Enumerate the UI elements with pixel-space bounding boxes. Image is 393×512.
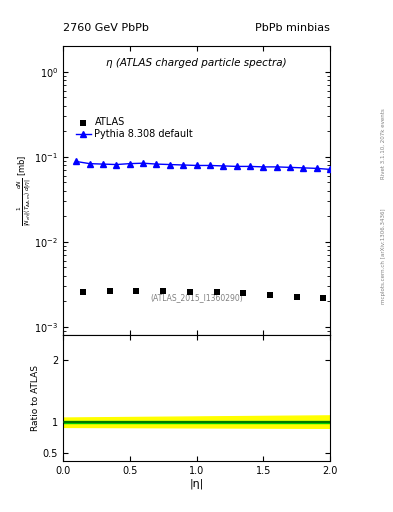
Pythia 8.308 default [114, 161, 119, 167]
Text: PbPb minbias: PbPb minbias [255, 23, 330, 33]
Pythia 8.308 default [181, 162, 185, 168]
ATLAS [80, 288, 86, 296]
X-axis label: |η|: |η| [189, 478, 204, 489]
Pythia 8.308 default [127, 161, 132, 167]
Text: (ATLAS_2015_I1360290): (ATLAS_2015_I1360290) [150, 293, 243, 302]
Pythia 8.308 default [194, 162, 199, 168]
Pythia 8.308 default [154, 161, 159, 167]
Pythia 8.308 default [234, 163, 239, 169]
ATLAS [160, 287, 166, 295]
Pythia 8.308 default [101, 161, 105, 167]
Pythia 8.308 default [74, 158, 79, 164]
Y-axis label: Ratio to ATLAS: Ratio to ATLAS [31, 365, 40, 431]
Y-axis label: $\frac{1}{|N_{eff}|\langle T_{AA,m}\rangle}\frac{dN}{d|\eta|}$ [mb]: $\frac{1}{|N_{eff}|\langle T_{AA,m}\rang… [15, 155, 33, 226]
Legend: ATLAS, Pythia 8.308 default: ATLAS, Pythia 8.308 default [73, 115, 196, 142]
ATLAS [267, 291, 273, 300]
ATLAS [187, 287, 193, 295]
ATLAS [133, 287, 140, 295]
Text: mcplots.cern.ch [arXiv:1306.3436]: mcplots.cern.ch [arXiv:1306.3436] [381, 208, 386, 304]
Text: Rivet 3.1.10, 207k events: Rivet 3.1.10, 207k events [381, 108, 386, 179]
ATLAS [294, 293, 300, 301]
Pythia 8.308 default [274, 164, 279, 170]
Pythia 8.308 default [221, 163, 226, 169]
Pythia 8.308 default [167, 161, 172, 167]
ATLAS [240, 289, 246, 297]
Pythia 8.308 default [328, 166, 332, 173]
Text: 2760 GeV PbPb: 2760 GeV PbPb [63, 23, 149, 33]
Pythia 8.308 default [141, 160, 145, 166]
Pythia 8.308 default [314, 165, 319, 172]
Text: η (ATLAS charged particle spectra): η (ATLAS charged particle spectra) [106, 58, 287, 68]
Pythia 8.308 default [248, 163, 252, 169]
Pythia 8.308 default [208, 162, 212, 168]
Pythia 8.308 default [261, 164, 266, 170]
Line: Pythia 8.308 default: Pythia 8.308 default [73, 159, 333, 172]
Pythia 8.308 default [288, 164, 292, 170]
Pythia 8.308 default [301, 165, 306, 171]
Pythia 8.308 default [87, 161, 92, 167]
ATLAS [107, 287, 113, 295]
ATLAS [213, 288, 220, 296]
ATLAS [320, 294, 327, 302]
